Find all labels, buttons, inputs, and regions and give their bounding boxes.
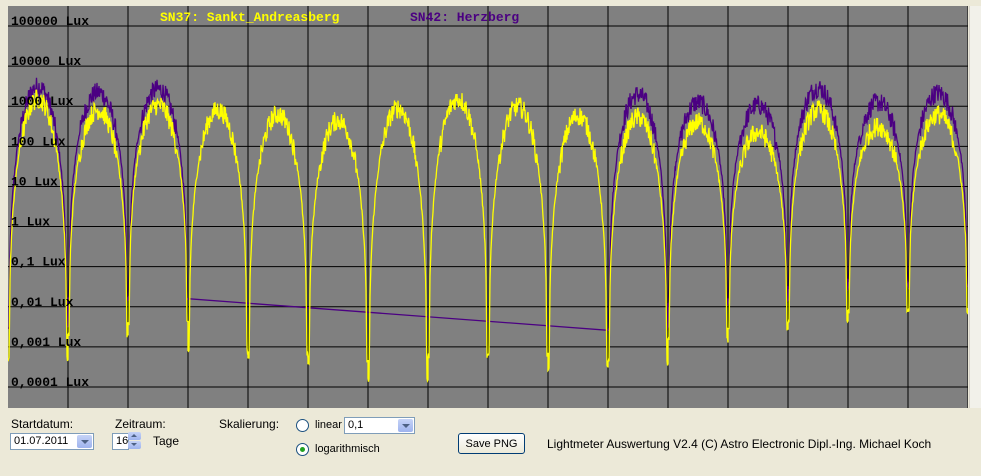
zeitraum-input[interactable]: 16 bbox=[112, 433, 129, 450]
y-tick-label: 100 Lux bbox=[11, 134, 66, 149]
logarithmisch-label: logarithmisch bbox=[315, 443, 380, 455]
y-tick-label: 100000 Lux bbox=[11, 14, 89, 29]
linear-value-select[interactable]: 0,1 bbox=[344, 417, 415, 434]
linear-radio[interactable] bbox=[296, 419, 309, 432]
series-line-herzberg bbox=[8, 77, 968, 331]
footer-text: Lightmeter Auswertung V2.4 (C) Astro Ele… bbox=[547, 437, 932, 451]
y-tick-label: 0,001 Lux bbox=[11, 335, 81, 350]
series-line-sankt-andreasberg bbox=[8, 89, 968, 384]
light-chart: 100000 Lux 10000 Lux 1000 Lux 100 Lux 10 Lux… bbox=[8, 6, 968, 408]
skalierung-label: Skalierung: bbox=[219, 417, 280, 431]
startdatum-select[interactable]: 01.07.2011 bbox=[10, 433, 94, 450]
y-tick-label: 1000 Lux bbox=[11, 94, 74, 109]
y-tick-label: 1 Lux bbox=[11, 215, 50, 230]
y-tick-label: 0,01 Lux bbox=[11, 295, 74, 310]
zeitraum-stepper[interactable] bbox=[128, 432, 148, 450]
y-tick-label: 0,1 Lux bbox=[11, 255, 66, 270]
save-png-button[interactable]: Save PNG bbox=[458, 433, 525, 454]
legend-sankt-andreasberg: SN37: Sankt_Andreasberg bbox=[160, 10, 340, 25]
spin-up-icon[interactable] bbox=[128, 432, 141, 440]
startdatum-label: Startdatum: bbox=[11, 417, 74, 431]
chevron-down-icon[interactable] bbox=[398, 419, 413, 432]
spin-down-icon[interactable] bbox=[128, 441, 141, 449]
linear-value: 0,1 bbox=[348, 419, 364, 431]
logarithmisch-radio[interactable] bbox=[296, 443, 309, 456]
startdatum-value: 01.07.2011 bbox=[14, 435, 69, 447]
y-tick-label: 0,0001 Lux bbox=[11, 375, 89, 390]
legend-herzberg: SN42: Herzberg bbox=[410, 10, 519, 25]
zeitraum-value: 16 bbox=[116, 435, 129, 447]
chart-svg: 100000 Lux 10000 Lux 1000 Lux 100 Lux 10 Lux… bbox=[8, 6, 968, 408]
vertical-scrollbar[interactable] bbox=[969, 6, 981, 408]
linear-label: linear bbox=[315, 419, 342, 431]
zeitraum-label: Zeitraum: bbox=[115, 417, 166, 431]
y-tick-label: 10 Lux bbox=[11, 174, 58, 189]
y-tick-label: 10000 Lux bbox=[11, 54, 81, 69]
chevron-down-icon[interactable] bbox=[77, 435, 92, 448]
tage-label: Tage bbox=[153, 434, 180, 448]
